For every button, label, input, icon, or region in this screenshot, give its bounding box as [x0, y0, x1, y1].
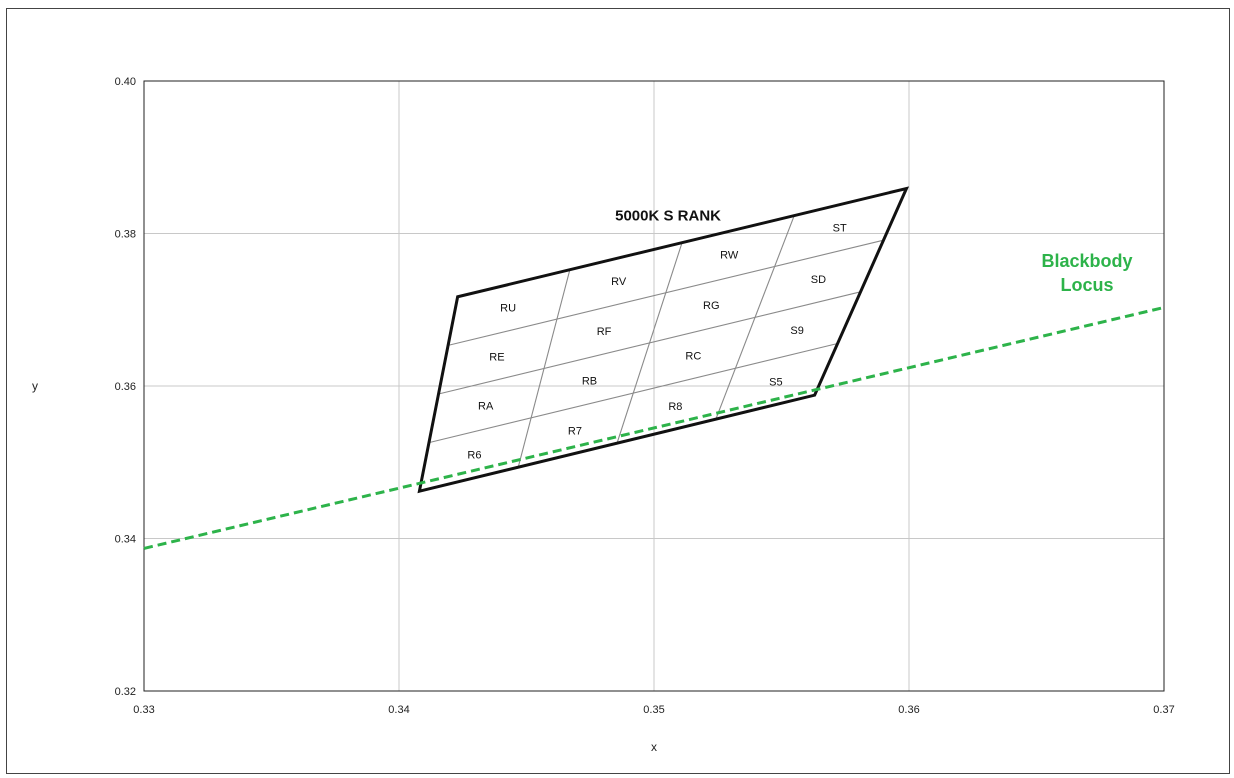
bin-label: RF: [597, 326, 612, 338]
x-tick-label: 0.35: [643, 704, 664, 716]
y-tick-label: 0.40: [115, 76, 136, 88]
bin-label: S9: [790, 325, 803, 337]
bin-label: RE: [489, 352, 504, 364]
rank-region: R6 R7 R8 S5 RA RB RC S9 RE RF RG SD RU RV RW ST 5000K S …: [417, 186, 910, 494]
y-axis-title: y: [32, 379, 38, 393]
tick-labels: 0.33 0.34 0.35 0.36 0.37 0.32 0.34 0.36 0.38 0.40: [115, 76, 1175, 716]
x-axis-title: x: [651, 740, 657, 754]
grid: [143, 80, 1165, 692]
bin-label: R7: [568, 425, 582, 437]
bin-divider-row: [447, 239, 884, 346]
plot-area: [143, 80, 1165, 692]
bin-label: RW: [720, 249, 739, 261]
y-tick-label: 0.34: [115, 534, 136, 546]
bin-label: R6: [467, 450, 481, 462]
bin-divider-row: [428, 342, 838, 444]
y-tick-label: 0.38: [115, 229, 136, 241]
x-tick-label: 0.34: [388, 704, 409, 716]
blackbody-locus-line: [143, 306, 1165, 550]
chart-frame: 0.33 0.34 0.35 0.36 0.37 0.32 0.34 0.36 0.38 0.40…: [6, 8, 1230, 774]
bin-label: S5: [769, 377, 782, 389]
x-tick-label: 0.36: [898, 704, 919, 716]
region-title: 5000K S RANK: [615, 208, 721, 225]
bin-label: RV: [611, 276, 627, 288]
x-tick-label: 0.33: [133, 704, 154, 716]
region-outline: [417, 186, 910, 494]
x-tick-label: 0.37: [1153, 704, 1174, 716]
bin-label: RG: [703, 300, 720, 312]
bin-label: SD: [811, 274, 826, 286]
chromaticity-chart: 0.33 0.34 0.35 0.36 0.37 0.32 0.34 0.36 0.38 0.40…: [32, 76, 1175, 754]
bin-divider-row: [438, 291, 861, 395]
y-tick-label: 0.36: [115, 381, 136, 393]
bin-label: RC: [685, 350, 701, 362]
bin-label: RA: [478, 401, 494, 413]
bin-label: RU: [500, 303, 516, 315]
blackbody-locus: Blackbody Locus: [143, 251, 1165, 550]
bin-label: ST: [833, 223, 847, 235]
y-tick-label: 0.32: [115, 686, 136, 698]
blackbody-locus-label: Blackbody Locus: [1041, 251, 1132, 295]
bin-label: R8: [668, 401, 682, 413]
bin-label: RB: [582, 376, 597, 388]
